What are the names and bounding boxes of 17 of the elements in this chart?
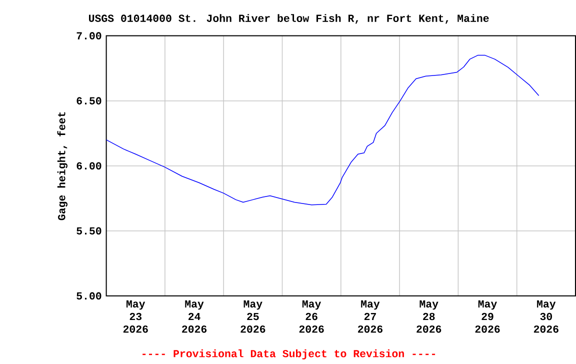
chart-title: USGS 01014000 St. John River below Fish R, nr Fort Kent, Maine xyxy=(88,14,489,24)
x-tick-label: May 25 2026 xyxy=(240,300,266,333)
x-tick-label: May 29 2026 xyxy=(475,300,500,333)
y-tick-label: 7.00 xyxy=(76,32,102,40)
x-tick-label: May 27 2026 xyxy=(358,300,382,333)
x-tick-label: May 24 2026 xyxy=(182,300,207,333)
y-tick-label: 6.00 xyxy=(76,162,102,170)
y-tick-label: 5.00 xyxy=(76,292,102,300)
text: ---- Provisional Data Subject to Revision ---- xyxy=(142,350,436,360)
y-tick-label: 5.50 xyxy=(76,227,102,235)
y-axis-title: Gage height, feet xyxy=(57,112,68,220)
x-tick-label: May 23 2026 xyxy=(123,300,148,333)
line-series xyxy=(106,55,540,206)
x-tick-label: May 30 2026 xyxy=(534,300,558,333)
y-tick-label: 6.50 xyxy=(76,97,102,105)
x-tick-label: May 28 2026 xyxy=(416,300,442,333)
x-tick-label: May 26 2026 xyxy=(299,300,324,333)
